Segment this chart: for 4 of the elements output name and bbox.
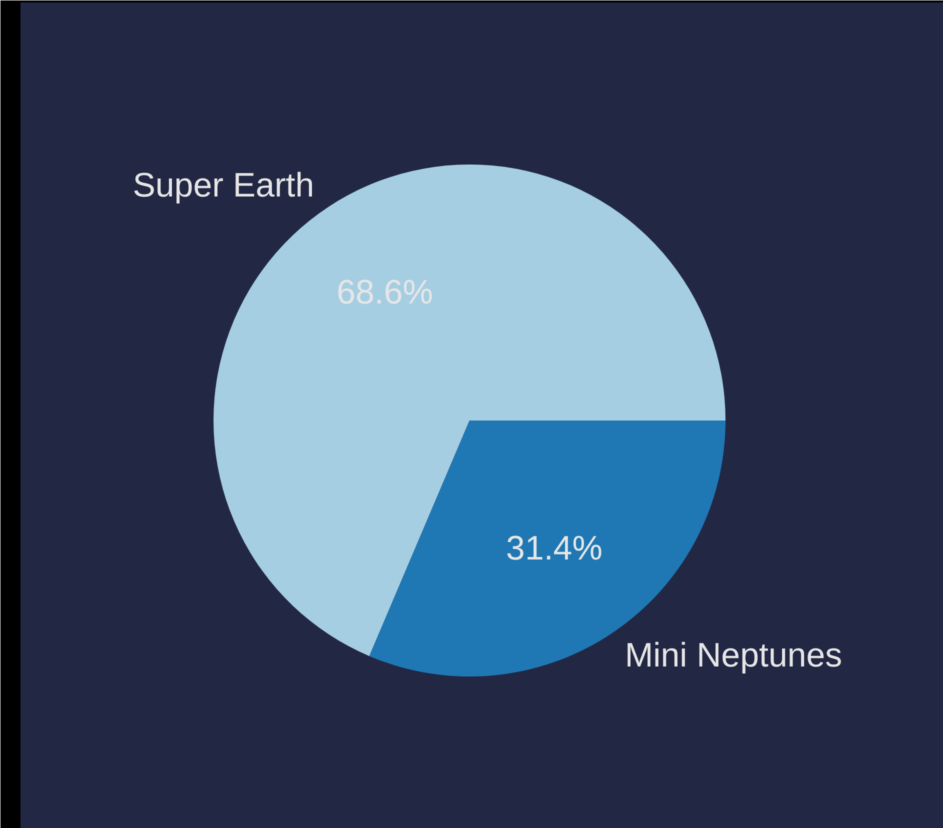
data-label: 68.6% [336,273,433,312]
data-label: 31.4% [506,530,602,568]
slice-label: Super Earth [132,166,314,205]
slice-label: Mini Neptunes [624,636,842,674]
